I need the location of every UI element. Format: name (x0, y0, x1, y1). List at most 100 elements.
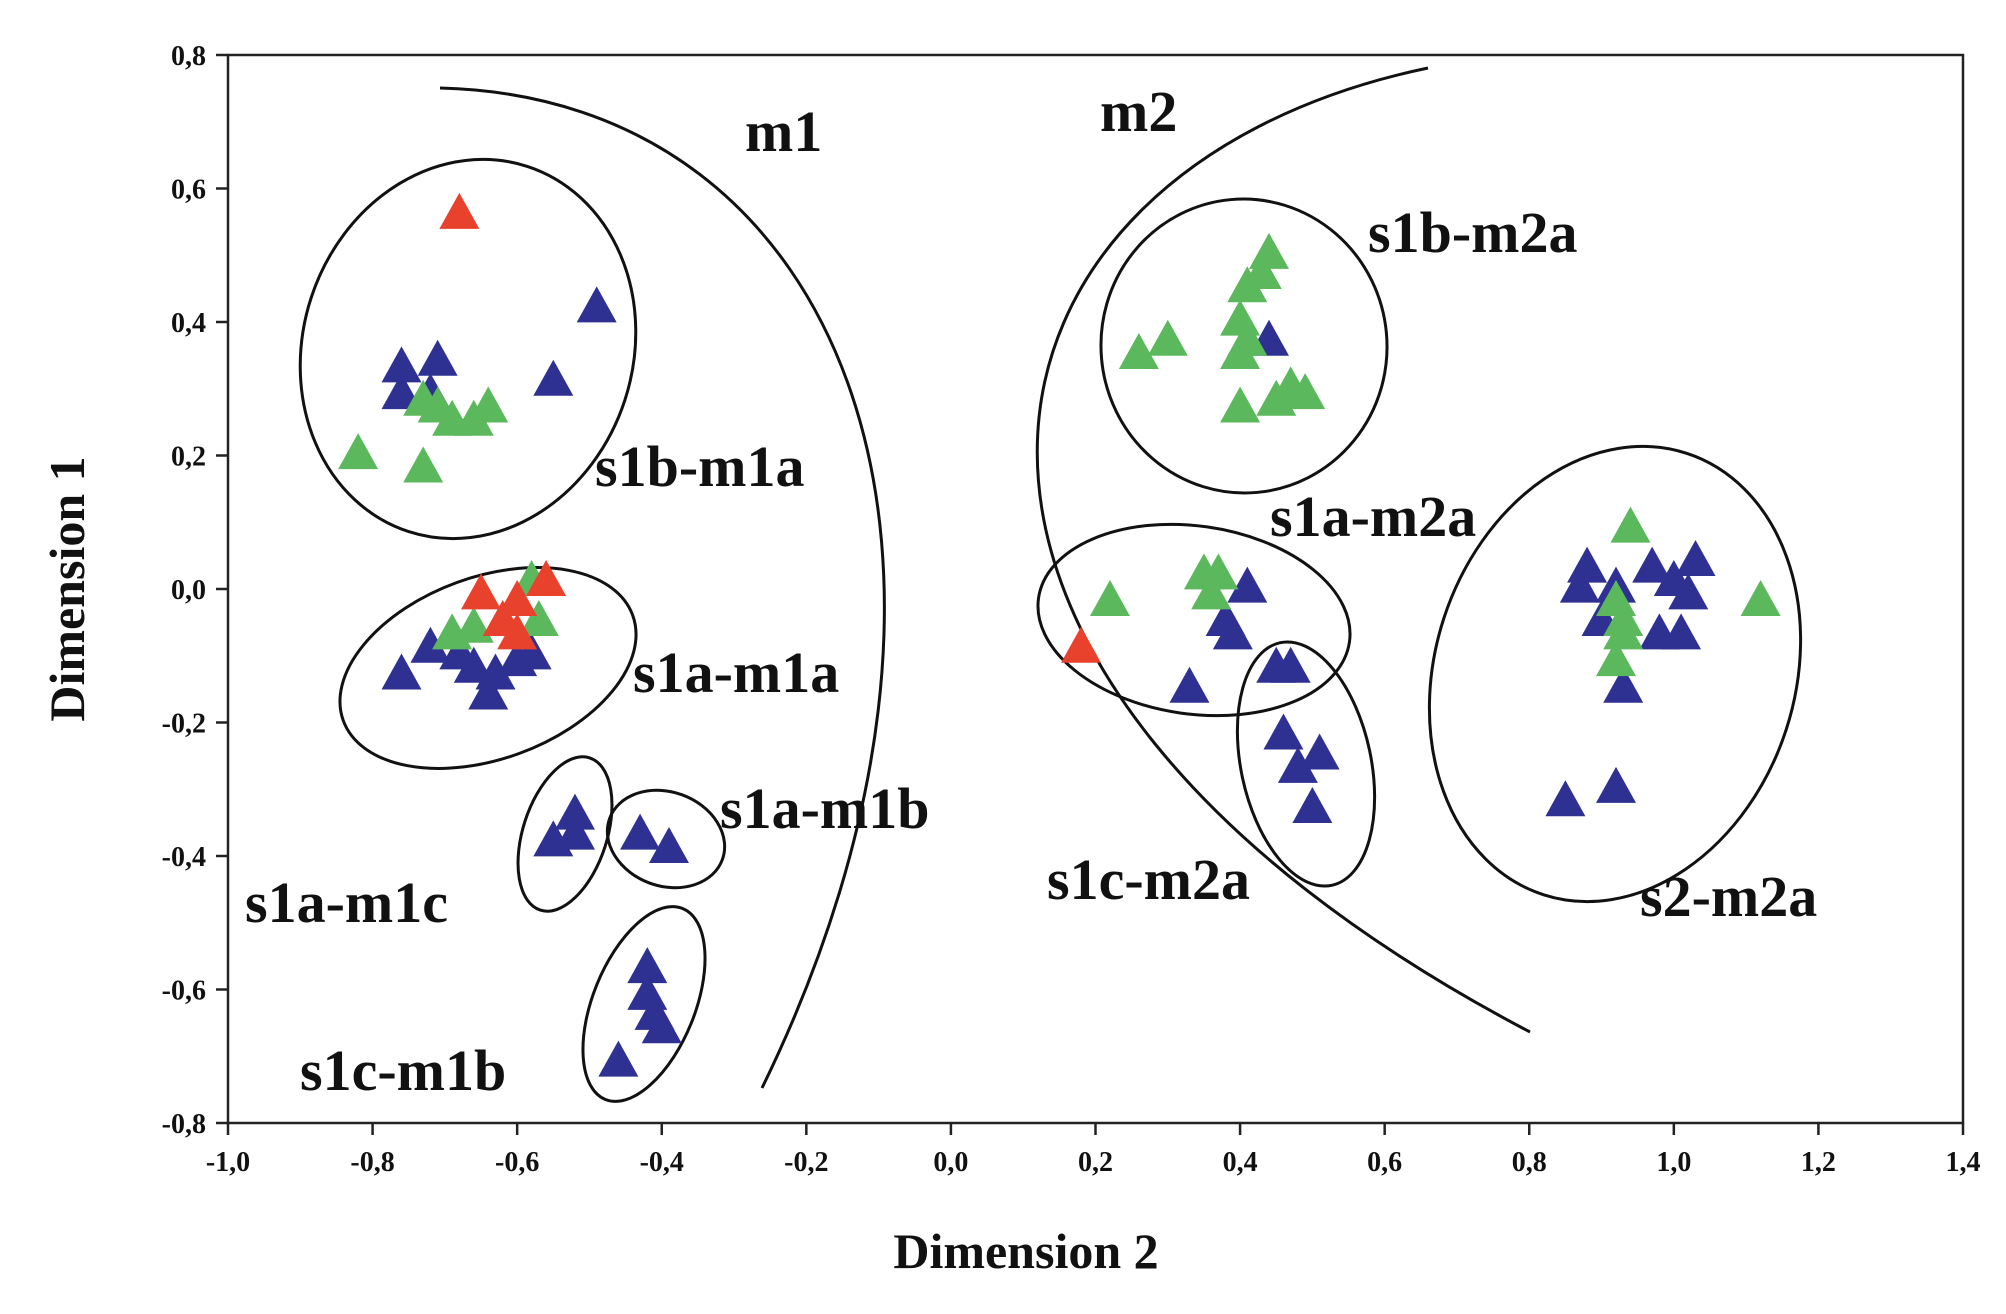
x-tick-label: 0,0 (933, 1147, 968, 1178)
x-tick-label: 0,6 (1367, 1147, 1402, 1178)
m2-divider-curve (1035, 66, 1531, 1034)
data-points (338, 192, 1781, 1077)
triangle-point-green (1089, 580, 1130, 617)
cluster-ellipses (298, 157, 1803, 1103)
group-dividers (439, 66, 1531, 1089)
triangle-point-green (1220, 386, 1261, 423)
y-axis-title: Dimension 1 (39, 456, 95, 721)
triangle-point-green (1285, 373, 1326, 410)
triangle-point-blue (1567, 546, 1608, 583)
triangle-point-green (1220, 333, 1261, 370)
y-tick-label: -0,2 (162, 709, 206, 740)
cluster-label-s1c-m1b: s1c-m1b (300, 1038, 506, 1103)
cluster-label-s2-m2a: s2-m2a (1640, 864, 1817, 929)
x-tick-label: 0,2 (1078, 1147, 1113, 1178)
triangle-point-green (1603, 613, 1644, 650)
triangle-point-red (1061, 626, 1102, 663)
triangle-point-green (338, 433, 379, 470)
triangle-point-red (497, 580, 538, 617)
triangle-point-blue (1603, 666, 1644, 703)
x-axis-title: Dimension 2 (893, 1223, 1158, 1279)
triangle-point-blue (1169, 666, 1210, 703)
x-tick-label: 0,8 (1512, 1147, 1547, 1178)
triangle-point-blue (598, 1040, 639, 1077)
triangle-point-green (1249, 232, 1289, 269)
x-tick-label: 1,0 (1656, 1147, 1691, 1178)
triangle-point-blue (417, 339, 458, 376)
triangle-point-blue (1545, 780, 1586, 817)
x-axis-ticks: -1,0 -0,8 -0,6 -0,4 -0,2 0,0 0,2 0,4 0,6 0,8 1,0 1,… (206, 1123, 1981, 1178)
triangle-point-blue (453, 646, 494, 683)
ellipse-s1a-m1b (605, 788, 727, 890)
cluster-labels: m1 m2 s1b-m1a s1a-m1a s1a-m1c s1a-m1b s1… (245, 79, 1817, 1103)
triangle-point-blue (641, 1007, 682, 1044)
ellipse-s1a-m1c (516, 755, 614, 913)
triangle-point-blue (1263, 713, 1304, 750)
triangle-point-blue (511, 633, 552, 670)
x-tick-label: 1,2 (1801, 1147, 1836, 1178)
y-tick-label: -0,8 (162, 1109, 206, 1140)
triangle-point-red (439, 192, 480, 229)
y-axis-ticks: 0,8 0,6 0,4 0,2 0,0 -0,2 -0,4 -0,6 -0,8 (162, 41, 228, 1140)
x-tick-label: -0,4 (640, 1147, 684, 1178)
x-tick-label: -1,0 (206, 1147, 250, 1178)
triangle-point-green (1147, 319, 1188, 356)
triangle-point-blue (555, 793, 595, 830)
triangle-point-blue (576, 286, 617, 323)
triangle-point-green (453, 606, 494, 643)
cluster-label-s1a-m2a: s1a-m2a (1270, 484, 1476, 549)
ellipse-s1a-m2a (1036, 522, 1352, 718)
x-tick-label: 0,4 (1223, 1147, 1258, 1178)
triangle-point-green (468, 386, 509, 423)
triangle-point-green (1740, 580, 1781, 617)
y-tick-label: 0,4 (171, 308, 206, 339)
triangle-point-blue (1675, 539, 1716, 576)
ellipse-s1c-m2a (1235, 640, 1377, 888)
triangle-point-red (497, 613, 538, 650)
triangle-point-green (1596, 640, 1636, 677)
triangle-point-blue (1270, 646, 1311, 683)
triangle-point-red (526, 560, 567, 597)
x-tick-label: -0,8 (350, 1147, 394, 1178)
triangle-point-blue (648, 827, 689, 864)
group-label-m1: m1 (745, 99, 822, 164)
triangle-point-blue (1292, 786, 1333, 823)
triangle-point-green (1118, 333, 1159, 370)
triangle-point-blue (1299, 733, 1340, 770)
triangle-point-blue (1277, 746, 1318, 783)
triangle-point-red (461, 573, 502, 610)
ellipse-s1b-m1a (298, 157, 638, 541)
triangle-point-blue (533, 359, 574, 396)
triangle-point-green (1220, 299, 1261, 336)
cluster-label-s1a-m1b: s1a-m1b (720, 776, 929, 841)
cluster-label-s1b-m1a: s1b-m1a (595, 434, 804, 499)
triangle-point-blue (1559, 566, 1600, 603)
triangle-point-green (1191, 573, 1232, 610)
triangle-point-blue (381, 346, 422, 383)
ellipse-s1b-m2a (1099, 197, 1389, 495)
triangle-point-blue (1661, 613, 1702, 650)
triangle-point-green (1227, 266, 1268, 303)
x-tick-label: -0,6 (495, 1147, 539, 1178)
triangle-point-blue (468, 673, 509, 710)
cluster-label-s1b-m2a: s1b-m2a (1368, 200, 1577, 265)
triangle-point-blue (1596, 766, 1636, 803)
ellipse-s1a-m1a (338, 566, 638, 770)
y-tick-label: -0,6 (162, 976, 206, 1007)
x-tick-label: 1,4 (1946, 1147, 1981, 1178)
triangle-point-blue (1227, 566, 1268, 603)
cluster-label-s1a-m1c: s1a-m1c (245, 870, 448, 935)
y-tick-label: 0,2 (171, 442, 206, 473)
ellipse-s1c-m1b (581, 905, 707, 1103)
m1-divider-curve (439, 86, 886, 1089)
cluster-label-s1a-m1a: s1a-m1a (633, 640, 839, 705)
y-tick-label: 0,6 (171, 175, 206, 206)
group-label-m2: m2 (1100, 79, 1177, 144)
triangle-point-blue (410, 626, 451, 663)
triangle-point-green (403, 446, 444, 483)
triangle-point-blue (627, 947, 668, 984)
triangle-point-blue (555, 813, 595, 850)
triangle-point-blue (1212, 613, 1253, 650)
y-tick-label: -0,4 (162, 842, 206, 873)
